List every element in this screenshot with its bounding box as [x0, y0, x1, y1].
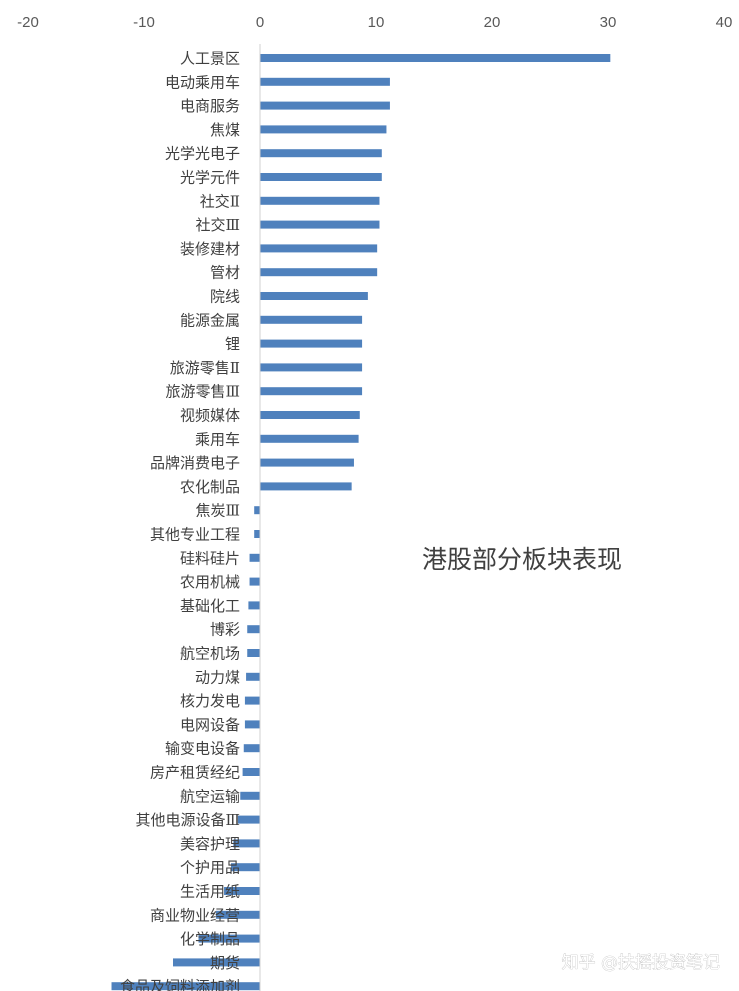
bar	[260, 292, 368, 300]
bar	[260, 244, 378, 253]
bar	[260, 220, 380, 229]
category-label: 电网设备	[180, 716, 240, 734]
bar	[224, 887, 260, 895]
bar	[249, 577, 260, 586]
category-label: 美容护理	[180, 835, 240, 853]
bar	[173, 958, 260, 967]
bar	[260, 77, 390, 86]
category-label: 焦炭Ⅲ	[196, 502, 240, 520]
category-label: 电动乘用车	[165, 73, 240, 91]
x-tick-label: 10	[368, 14, 385, 31]
category-label: 商业物业经营	[150, 906, 240, 924]
bar	[260, 315, 363, 324]
category-label: 其他专业工程	[150, 526, 240, 544]
bar	[254, 530, 260, 538]
category-label: 农化制品	[180, 478, 240, 496]
bar	[243, 744, 260, 753]
category-label: 人工景区	[180, 50, 240, 68]
x-tick-label: 20	[484, 14, 501, 31]
category-label: 旅游零售Ⅲ	[166, 383, 240, 401]
chart-title: 港股部分板块表现	[422, 545, 622, 574]
category-label: 社交Ⅱ	[200, 192, 240, 210]
bar	[260, 411, 360, 419]
bar	[247, 625, 260, 634]
category-label: 品牌消费电子	[150, 454, 240, 472]
category-label: 电商服务	[180, 97, 240, 115]
category-label: 管材	[210, 264, 240, 282]
bar	[249, 553, 260, 562]
category-label: 基础化工	[180, 597, 240, 615]
category-label: 硅料硅片	[180, 549, 240, 567]
bar	[215, 910, 260, 919]
bar	[260, 339, 363, 348]
bar	[247, 649, 260, 657]
bar	[260, 387, 363, 396]
bar	[260, 482, 352, 491]
category-label: 农用机械	[180, 573, 240, 591]
category-label: 光学元件	[180, 169, 240, 187]
category-label: 社交Ⅲ	[196, 216, 240, 234]
bar	[260, 434, 359, 443]
x-tick-label: 0	[256, 14, 264, 31]
bar	[260, 173, 382, 181]
bar	[260, 149, 382, 158]
x-tick-label: -10	[133, 14, 155, 31]
category-label: 房产租赁经纪	[150, 764, 240, 782]
category-label: 光学光电子	[165, 145, 240, 163]
category-label: 输变电设备	[165, 740, 240, 758]
category-label: 锂	[225, 335, 240, 353]
category-label: 装修建材	[180, 240, 240, 258]
x-tick-label: -20	[17, 14, 39, 31]
bar	[260, 101, 390, 110]
category-label: 焦煤	[210, 121, 240, 139]
category-label: 生活用纸	[180, 883, 240, 901]
bar	[260, 196, 380, 205]
bar	[248, 601, 260, 610]
category-label: 航空运输	[180, 787, 240, 805]
bar	[231, 863, 260, 872]
watermark: 知乎 @扶摇投资笔记	[562, 953, 720, 973]
bar	[260, 363, 363, 372]
bar	[244, 696, 260, 705]
category-label: 个护用品	[180, 859, 240, 877]
x-tick-label: 30	[600, 14, 617, 31]
bar	[260, 54, 611, 62]
bar	[254, 506, 260, 515]
bar	[111, 982, 261, 991]
category-label: 其他电源设备Ⅲ	[136, 811, 240, 829]
category-label: 核力发电	[180, 692, 240, 710]
bar	[233, 839, 260, 848]
category-label: 期货	[210, 954, 240, 972]
category-label: 化学制品	[180, 930, 240, 948]
category-label: 食品及饲料添加剂	[120, 978, 240, 991]
bar	[244, 720, 260, 729]
bar	[260, 458, 354, 467]
x-axis-ticks: -20 -10 0 10 20 30 40	[17, 14, 732, 31]
bar	[260, 125, 387, 134]
bar	[242, 768, 260, 776]
x-tick-label: 40	[716, 14, 733, 31]
category-label: 能源金属	[180, 311, 240, 329]
bar	[237, 815, 260, 824]
bars	[111, 54, 611, 991]
category-label: 航空机场	[180, 645, 240, 663]
category-label: 博彩	[210, 621, 240, 639]
category-label: 院线	[210, 288, 240, 306]
bar	[246, 672, 260, 681]
bar	[198, 934, 260, 943]
category-label: 旅游零售Ⅱ	[170, 359, 240, 377]
category-label: 乘用车	[195, 430, 240, 448]
category-label: 动力煤	[195, 668, 240, 686]
bar	[240, 791, 260, 800]
bar	[260, 268, 378, 277]
category-label: 视频媒体	[180, 407, 240, 425]
